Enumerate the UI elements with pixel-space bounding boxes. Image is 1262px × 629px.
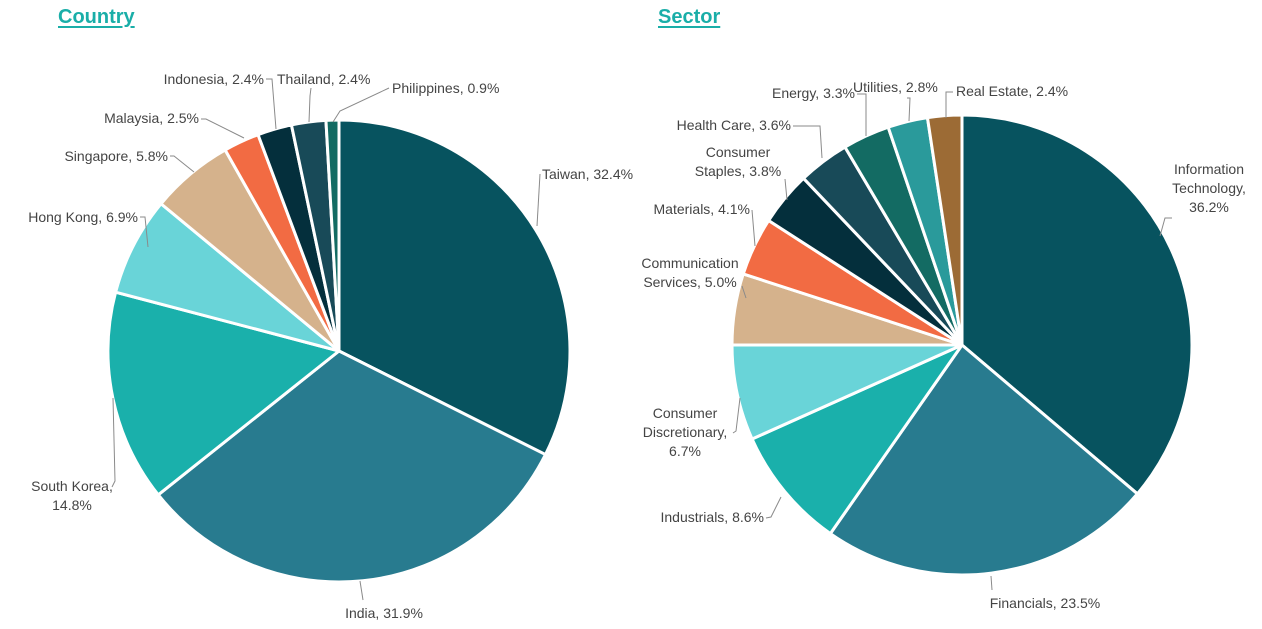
country-label-hong-kong: Hong Kong, 6.9% [28, 209, 138, 225]
sector-slice-financials [828, 343, 1139, 577]
country-label-malaysia: Malaysia, 2.5% [104, 110, 199, 126]
sector-label-communication-services: Communication Services, 5.0% [641, 255, 738, 290]
country-leader-south-korea [111, 397, 116, 488]
sector-label-information-technology: Information Technology, 36.2% [1172, 161, 1246, 215]
country-leader-malaysia [201, 118, 245, 139]
country-label-indonesia: Indonesia, 2.4% [164, 71, 264, 87]
country-label-taiwan: Taiwan, 32.4% [542, 166, 633, 182]
sector-leader-utilities [907, 97, 911, 122]
sector-label-consumer-staples: Consumer Staples, 3.8% [695, 144, 781, 179]
country-label-thailand: Thailand, 2.4% [277, 71, 370, 87]
sector-slice-information-technology [960, 113, 1194, 496]
country-leader-philippines [332, 87, 390, 123]
sector-label-utilities: Utilities, 2.8% [853, 79, 938, 95]
sector-leader-information-technology [1159, 217, 1172, 237]
country-chart-title: Country [58, 6, 135, 28]
sector-label-financials: Financials, 23.5% [990, 595, 1101, 611]
country-leader-india [359, 580, 364, 601]
sector-leader-health-care [793, 125, 823, 159]
country-leader-singapore [170, 155, 195, 173]
sector-slice-industrials [750, 343, 964, 536]
sector-label-health-care: Health Care, 3.6% [677, 117, 791, 133]
sector-slice-real-estate [925, 113, 964, 347]
sector-leader-industrials [765, 496, 782, 519]
sector-label-industrials: Industrials, 8.6% [661, 509, 765, 525]
country-label-philippines: Philippines, 0.9% [392, 80, 499, 96]
sector-label-energy: Energy, 3.3% [772, 85, 855, 101]
country-leader-hong-kong [140, 216, 149, 248]
country-label-south-korea: South Korea, 14.8% [31, 478, 113, 513]
country-slice-india [156, 349, 547, 584]
sector-label-real-estate: Real Estate, 2.4% [956, 83, 1068, 99]
sector-leader-real-estate [945, 91, 953, 118]
sector-leader-consumer-discretionary [732, 397, 741, 434]
sector-leader-materials [751, 209, 756, 247]
sector-chart-title: Sector [658, 6, 721, 28]
country-slice-philippines [324, 118, 341, 353]
country-leader-taiwan [536, 173, 541, 227]
sector-label-materials: Materials, 4.1% [654, 201, 750, 217]
country-leader-indonesia [266, 78, 277, 130]
sector-label-consumer-discretionary: Consumer Discretionary, 6.7% [643, 405, 728, 459]
sector-leader-financials [990, 575, 993, 591]
country-label-india: India, 31.9% [345, 605, 423, 621]
sector-leader-communication-services [741, 285, 747, 299]
sector-leader-energy [857, 93, 867, 136]
country-slice-taiwan [337, 118, 572, 457]
sector-leader-consumer-staples [784, 178, 788, 201]
country-leader-thailand [308, 87, 312, 123]
country-label-singapore: Singapore, 5.8% [64, 148, 168, 164]
